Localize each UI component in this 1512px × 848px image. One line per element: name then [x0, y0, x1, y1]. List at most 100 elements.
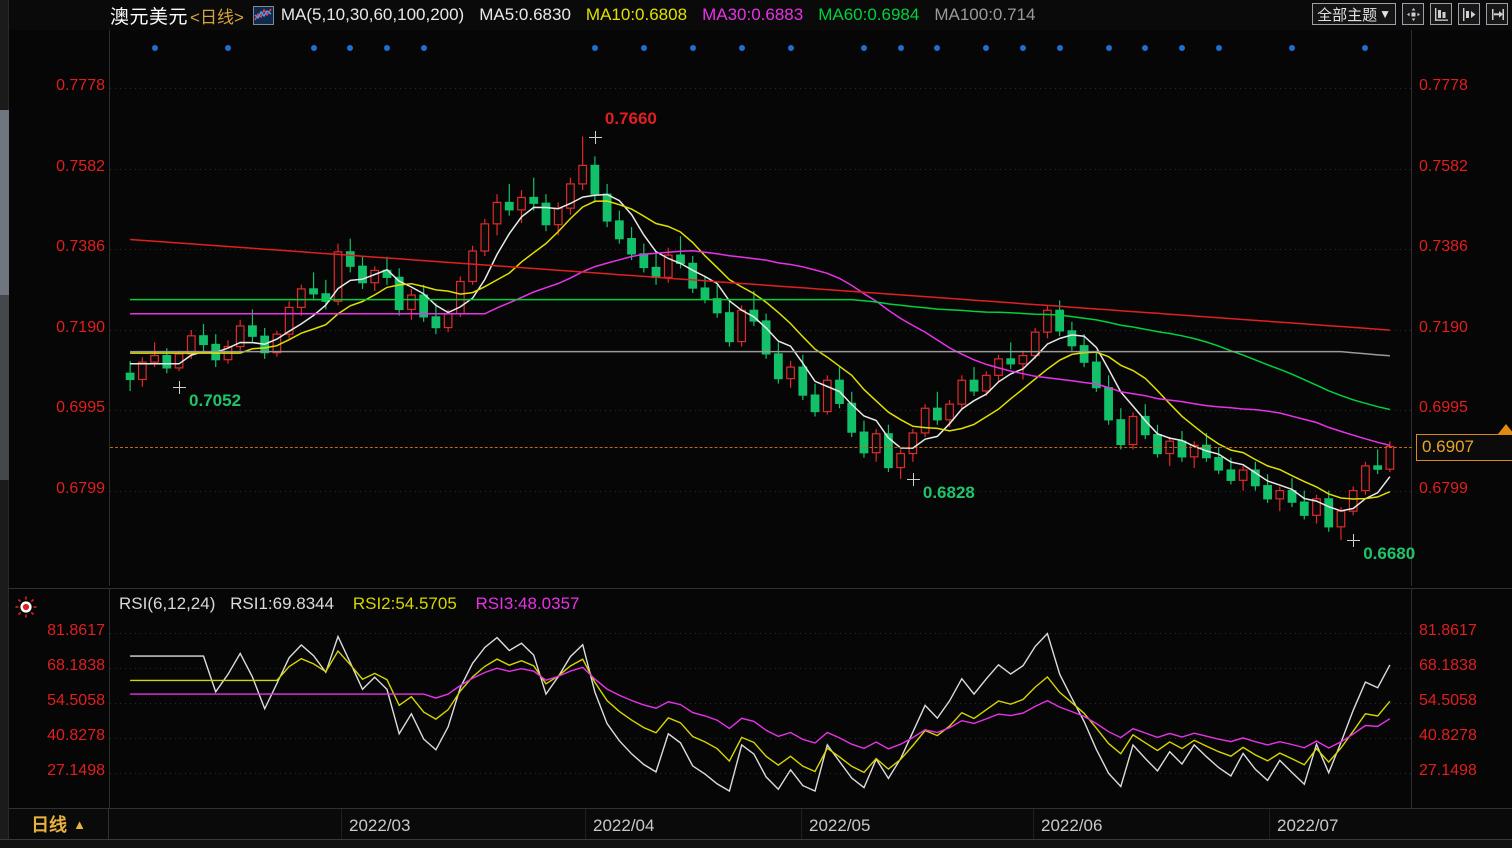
time-tick-divider — [1033, 809, 1034, 839]
event-marker-dot[interactable] — [591, 45, 598, 51]
swing-high-label: 0.7660 — [604, 108, 657, 128]
event-marker-dot[interactable] — [640, 45, 647, 51]
line-chart-icon[interactable] — [252, 5, 274, 25]
event-marker-dot[interactable] — [1056, 45, 1063, 51]
event-marker-dot[interactable] — [347, 45, 354, 51]
event-marker-dot[interactable] — [383, 45, 390, 51]
price-axis-left-divider — [109, 30, 110, 586]
rsi-axis-left-divider — [109, 589, 110, 808]
left-scrollbar[interactable] — [0, 0, 9, 847]
price-tick-label-left: 0.7778 — [56, 77, 105, 94]
symbol-name: 澳元美元 — [110, 6, 189, 28]
fit-vertical-icon[interactable] — [1430, 3, 1452, 25]
time-tick-label: 2022/07 — [1277, 816, 1339, 835]
radiate-dot-icon[interactable] — [15, 596, 37, 618]
event-marker-dot[interactable] — [1289, 45, 1296, 51]
ma30-value: MA30:0.6883 — [702, 5, 804, 24]
theme-select-label: 全部主题 — [1317, 6, 1378, 24]
rsi-line-RSI3 — [130, 666, 1391, 750]
period-selector-label: 日线 — [31, 815, 68, 835]
event-marker-dot[interactable] — [689, 45, 696, 51]
price-tick-label-left: 0.6995 — [56, 399, 105, 417]
event-marker-dot[interactable] — [897, 45, 904, 51]
current-price-value: 0.6907 — [1422, 437, 1474, 457]
event-marker-dot[interactable] — [420, 45, 427, 51]
rsi-plot[interactable] — [110, 589, 1412, 809]
time-tick-divider — [801, 809, 802, 839]
event-marker-dot[interactable] — [983, 45, 990, 51]
price-tick-label-right: 0.7582 — [1419, 157, 1468, 175]
ma-line-5 — [130, 193, 1391, 512]
gridline — [110, 410, 1412, 412]
swing-low-label-1: 0.7052 — [189, 390, 242, 410]
current-price-arrow-icon — [1498, 423, 1512, 434]
gridline — [110, 168, 1412, 170]
theme-select[interactable]: 全部主题 ▼ — [1312, 3, 1396, 25]
price-panel[interactable]: 0.7778 0.7582 0.7386 0.7190 0.6995 0.6799 0.7… — [9, 30, 1512, 586]
time-axis[interactable]: 日线 ▲ 2022/03 2022/04 2022/05 2022/06 2022/07 — [9, 808, 1512, 839]
scroll-to-end-icon[interactable] — [1486, 3, 1508, 25]
rsi-gridline — [110, 702, 1412, 704]
event-marker-dot[interactable] — [860, 45, 867, 51]
chevron-down-icon: ▼ — [1379, 7, 1391, 21]
rsi-legend: RSI(6,12,24) RSI1:69.8344 RSI2:54.5705 R… — [119, 594, 580, 614]
period-selector[interactable]: 日线 ▲ — [9, 809, 109, 839]
price-tick-label-left: 0.7582 — [56, 157, 105, 175]
event-marker-dot[interactable] — [1215, 45, 1222, 51]
swing-low-label-3: 0.6680 — [1363, 544, 1416, 563]
gridline — [110, 491, 1412, 492]
event-marker-dot[interactable] — [1142, 45, 1149, 51]
left-scrollbar-track-segment[interactable] — [0, 295, 9, 480]
gridline — [110, 88, 1412, 89]
rsi2-value: RSI2:54.5705 — [352, 594, 457, 613]
rsi-gridline — [110, 667, 1412, 669]
event-marker-dot[interactable] — [310, 45, 317, 51]
annotation-marker-icon — [906, 473, 920, 487]
current-price-badge[interactable]: 0.6907 — [1416, 433, 1512, 461]
price-tick-label-left: 0.6799 — [56, 480, 105, 497]
fit-horizontal-icon[interactable] — [1458, 3, 1480, 25]
ma100-value: MA100:0.714 — [934, 5, 1036, 24]
event-marker-dot[interactable] — [934, 45, 941, 51]
ma60-value: MA60:0.6984 — [818, 5, 920, 24]
left-scrollbar-thumb[interactable] — [0, 110, 9, 295]
annotation-marker-icon — [173, 380, 187, 394]
ma-line-30 — [130, 249, 1391, 447]
rsi-tick-label-left: 68.1838 — [47, 656, 105, 674]
event-marker-dot[interactable] — [1362, 45, 1369, 51]
rsi-tick-label-left: 40.8278 — [47, 726, 105, 744]
ma5-value: MA5:0.6830 — [479, 5, 571, 24]
event-marker-dot[interactable] — [151, 45, 158, 51]
event-marker-dot[interactable] — [1105, 45, 1112, 51]
rsi-tick-label-left: 27.1498 — [47, 761, 105, 779]
rsi-gridline — [110, 772, 1412, 774]
ma-line-60 — [130, 298, 1391, 411]
rsi-panel[interactable]: RSI(6,12,24) RSI1:69.8344 RSI2:54.5705 R… — [9, 588, 1512, 808]
price-tick-label-right: 0.7778 — [1419, 77, 1468, 94]
chart-header: 澳元美元 <日线> MA(5,10,30,60,100,200) MA5:0.6… — [9, 0, 1512, 30]
crosshair-move-icon[interactable] — [1402, 3, 1424, 25]
event-marker-dot[interactable] — [1019, 45, 1026, 51]
ma-params-label: MA(5,10,30,60,100,200) — [280, 5, 465, 24]
time-tick-divider — [1269, 809, 1270, 839]
price-tick-label-right: 0.6995 — [1419, 399, 1468, 417]
event-marker-dot[interactable] — [224, 45, 231, 51]
annotation-marker-icon — [1347, 534, 1361, 547]
rsi-axis-right-divider — [1411, 589, 1412, 808]
candlestick-plot[interactable] — [110, 30, 1412, 586]
gridline — [110, 330, 1412, 332]
event-marker-dot[interactable] — [1178, 45, 1185, 51]
price-axis-right-divider — [1411, 30, 1412, 586]
ma-line-200 — [130, 238, 1390, 331]
event-marker-dot[interactable] — [738, 45, 745, 51]
rsi-gridline — [110, 737, 1412, 739]
price-tick-label-right: 0.6799 — [1419, 480, 1468, 497]
swing-low-label-2: 0.6828 — [922, 483, 975, 503]
rsi-tick-label-right: 40.8278 — [1419, 726, 1477, 744]
rsi-tick-label-left: 54.5058 — [47, 691, 105, 709]
price-tick-label-right: 0.7386 — [1419, 238, 1468, 256]
event-marker-dot[interactable] — [787, 45, 794, 51]
rsi-gridline — [110, 632, 1412, 634]
annotation-marker-icon — [588, 130, 602, 144]
